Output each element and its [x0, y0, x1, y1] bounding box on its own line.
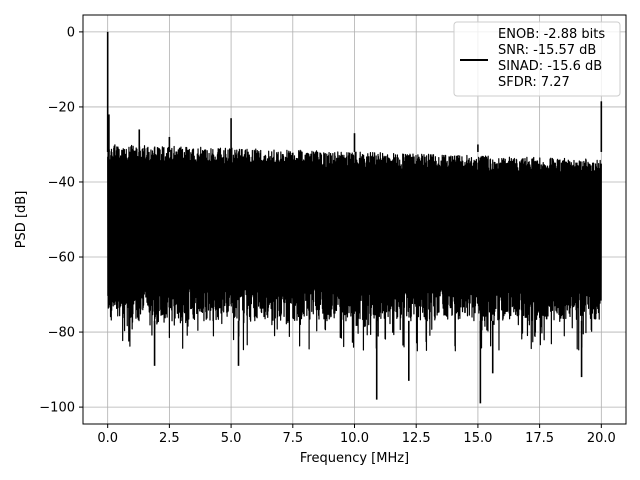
x-tick-label: 2.5 — [159, 431, 180, 446]
y-tick-label: −20 — [48, 100, 75, 115]
y-tick-label: −100 — [39, 401, 75, 416]
x-tick-label: 0.0 — [97, 431, 118, 446]
psd-noise-trace — [107, 144, 602, 352]
x-tick-label: 17.5 — [525, 431, 554, 446]
legend-snr: SNR: -15.57 dB — [498, 43, 596, 58]
y-tick-label: −80 — [48, 326, 75, 341]
x-tick-label: 15.0 — [463, 431, 492, 446]
y-axis-label: PSD [dB] — [14, 191, 29, 249]
y-tick-label: 0 — [67, 25, 75, 40]
legend: ENOB: -2.88 bits SNR: -15.57 dB SINAD: -… — [453, 21, 621, 97]
x-tick-label: 12.5 — [402, 431, 431, 446]
x-tick-label: 7.5 — [282, 431, 303, 446]
legend-sinad: SINAD: -15.6 dB — [498, 59, 602, 74]
series-psd — [106, 31, 603, 404]
x-tick-label: 20.0 — [587, 431, 616, 446]
y-tick-label: −60 — [48, 251, 75, 266]
y-tick-label: −40 — [48, 175, 75, 190]
x-tick-label: 5.0 — [221, 431, 242, 446]
x-tick-label: 10.0 — [340, 431, 369, 446]
ticks: 0.0 2.5 5.0 7.5 10.0 12.5 15.0 17.5 20.0 0 −20 −40 −… — [39, 25, 616, 446]
legend-enob: ENOB: -2.88 bits — [498, 27, 605, 42]
legend-sfdr: SFDR: 7.27 — [498, 75, 570, 90]
x-axis-label: Frequency [MHz] — [300, 451, 409, 466]
legend-box — [453, 21, 621, 97]
